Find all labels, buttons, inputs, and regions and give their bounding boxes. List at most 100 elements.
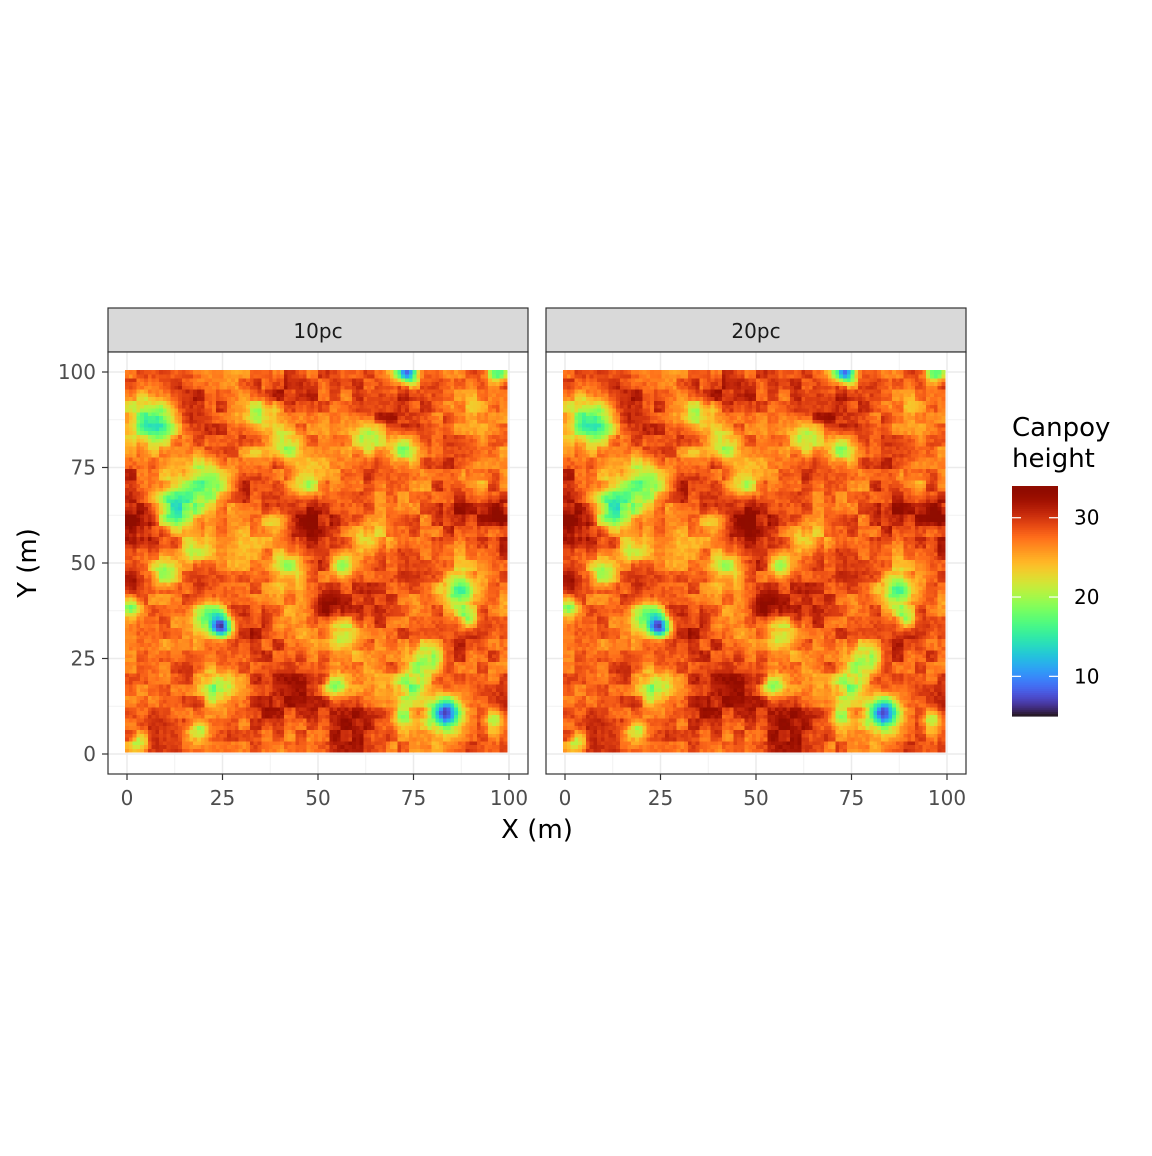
heatmap-cell bbox=[186, 624, 190, 628]
heatmap-cell bbox=[405, 627, 409, 631]
heatmap-cell bbox=[216, 567, 220, 571]
heatmap-cell bbox=[333, 567, 337, 571]
heatmap-cell bbox=[337, 642, 341, 646]
heatmap-cell bbox=[314, 669, 318, 673]
heatmap-cell bbox=[257, 711, 261, 715]
heatmap-cell bbox=[371, 601, 375, 605]
heatmap-cell bbox=[500, 695, 504, 699]
heatmap-cell bbox=[360, 631, 364, 635]
heatmap-cell bbox=[318, 624, 322, 628]
heatmap-cell bbox=[261, 642, 265, 646]
heatmap-cell bbox=[220, 589, 224, 593]
heatmap-cell bbox=[284, 631, 288, 635]
heatmap-cell bbox=[163, 658, 167, 662]
heatmap-cell bbox=[424, 578, 428, 582]
heatmap-cell bbox=[322, 703, 326, 707]
heatmap-cell bbox=[326, 661, 330, 665]
heatmap-cell bbox=[280, 703, 284, 707]
heatmap-cell bbox=[394, 639, 398, 643]
heatmap-cell bbox=[401, 692, 405, 696]
heatmap-cell bbox=[288, 699, 292, 703]
heatmap-cell bbox=[318, 673, 322, 677]
heatmap-cell bbox=[318, 620, 322, 624]
heatmap-cell bbox=[390, 627, 394, 631]
heatmap-cell bbox=[276, 646, 280, 650]
heatmap-cell bbox=[443, 616, 447, 620]
heatmap-cell bbox=[235, 680, 239, 684]
heatmap-cell bbox=[454, 586, 458, 590]
heatmap-cell bbox=[439, 684, 443, 688]
heatmap-cell bbox=[314, 684, 318, 688]
heatmap-cell bbox=[163, 737, 167, 741]
heatmap-cell bbox=[276, 605, 280, 609]
heatmap-cell bbox=[193, 680, 197, 684]
heatmap-cell bbox=[431, 661, 435, 665]
heatmap-cell bbox=[193, 748, 197, 752]
heatmap-cell bbox=[367, 684, 371, 688]
heatmap-cell bbox=[201, 624, 205, 628]
heatmap-cell bbox=[129, 699, 133, 703]
heatmap-cell bbox=[295, 665, 299, 669]
heatmap-cell bbox=[292, 718, 296, 722]
heatmap-cell bbox=[379, 669, 383, 673]
heatmap-cell bbox=[254, 688, 258, 692]
heatmap-cell bbox=[276, 642, 280, 646]
heatmap-cell bbox=[193, 650, 197, 654]
heatmap-cell bbox=[469, 714, 473, 718]
heatmap-cell bbox=[341, 707, 345, 711]
heatmap-cell bbox=[500, 665, 504, 669]
heatmap-cell bbox=[186, 605, 190, 609]
heatmap-cell bbox=[303, 589, 307, 593]
heatmap-cell bbox=[152, 612, 156, 616]
heatmap-cell bbox=[416, 567, 420, 571]
heatmap-cell bbox=[405, 722, 409, 726]
heatmap-cell bbox=[356, 711, 360, 715]
heatmap-cell bbox=[197, 707, 201, 711]
heatmap-cell bbox=[250, 578, 254, 582]
heatmap-cell bbox=[159, 620, 163, 624]
heatmap-cell bbox=[390, 707, 394, 711]
heatmap-cell bbox=[276, 703, 280, 707]
heatmap-cell bbox=[466, 661, 470, 665]
heatmap-cell bbox=[443, 635, 447, 639]
heatmap-cell bbox=[488, 593, 492, 597]
heatmap-cell bbox=[371, 661, 375, 665]
heatmap-cell bbox=[371, 699, 375, 703]
heatmap-cell bbox=[469, 650, 473, 654]
heatmap-cell bbox=[167, 597, 171, 601]
heatmap-cell bbox=[409, 733, 413, 737]
heatmap-cell bbox=[189, 601, 193, 605]
heatmap-cell bbox=[129, 680, 133, 684]
heatmap-cell bbox=[167, 601, 171, 605]
heatmap-cell bbox=[496, 624, 500, 628]
heatmap-cell bbox=[363, 620, 367, 624]
heatmap-cell bbox=[435, 612, 439, 616]
heatmap-cell bbox=[223, 593, 227, 597]
heatmap-cell bbox=[246, 605, 250, 609]
heatmap-cell bbox=[125, 586, 129, 590]
heatmap-cell bbox=[413, 676, 417, 680]
heatmap-cell bbox=[159, 661, 163, 665]
heatmap-cell bbox=[235, 646, 239, 650]
heatmap-cell bbox=[466, 665, 470, 669]
heatmap-cell bbox=[466, 684, 470, 688]
heatmap-cell bbox=[318, 703, 322, 707]
heatmap-cell bbox=[284, 605, 288, 609]
heatmap-cell bbox=[360, 616, 364, 620]
heatmap-cell bbox=[292, 669, 296, 673]
heatmap-cell bbox=[458, 676, 462, 680]
heatmap-cell bbox=[397, 703, 401, 707]
heatmap-cell bbox=[466, 692, 470, 696]
heatmap-cell bbox=[386, 650, 390, 654]
heatmap-cell bbox=[231, 567, 235, 571]
heatmap-cell bbox=[216, 635, 220, 639]
heatmap-cell bbox=[140, 737, 144, 741]
heatmap-cell bbox=[390, 608, 394, 612]
heatmap-cell bbox=[250, 654, 254, 658]
heatmap-cell bbox=[424, 574, 428, 578]
heatmap-cell bbox=[269, 661, 273, 665]
heatmap-cell bbox=[386, 737, 390, 741]
heatmap-cell bbox=[466, 650, 470, 654]
heatmap-cell bbox=[186, 601, 190, 605]
heatmap-cell bbox=[318, 711, 322, 715]
